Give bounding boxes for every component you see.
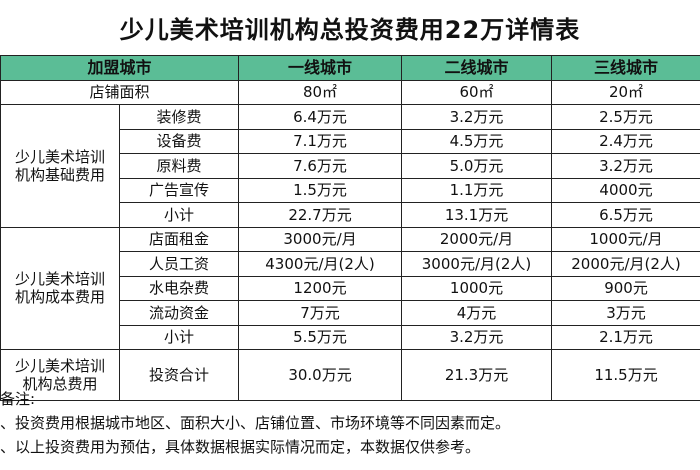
cell: 4300元/月(2人) [238, 251, 403, 277]
cell: 80㎡ [238, 79, 403, 105]
row-label: 人员工资 [118, 251, 240, 277]
cell: 2.4万元 [551, 128, 700, 154]
table-row: 原料费 7.6万元 5.0万元 3.2万元 [1, 153, 700, 179]
table-row: 广告宣传 1.5万元 1.1万元 4000元 [1, 177, 700, 203]
row-label: 小计 [118, 202, 240, 228]
row-label: 原料费 [118, 153, 240, 179]
cell: 4万元 [401, 300, 553, 326]
header-tier2: 二线城市 [401, 55, 553, 81]
header-tier3: 三线城市 [551, 55, 700, 81]
row-label: 水电杂费 [118, 275, 240, 301]
cell: 4000元 [551, 177, 700, 203]
cell: 60㎡ [401, 79, 553, 105]
cell: 3.2万元 [401, 104, 553, 130]
cell: 5.0万元 [401, 153, 553, 179]
cell: 20㎡ [551, 79, 700, 105]
cell: 1.1万元 [401, 177, 553, 203]
row-label: 广告宣传 [118, 177, 240, 203]
table-row: 小计 5.5万元 3.2万元 2.1万元 [1, 324, 700, 350]
header-row: 加盟城市 一线城市 二线城市 三线城市 [0, 55, 700, 81]
cell: 2000元/月(2人) [551, 251, 700, 277]
cell: 7.6万元 [238, 153, 403, 179]
cell: 4.5万元 [401, 128, 553, 154]
table-row: 少儿美术培训 机构总费用 投资合计 30.0万元 21.3万元 11.5万元 [0, 349, 700, 401]
cell: 3万元 [551, 300, 700, 326]
cell: 6.4万元 [238, 104, 403, 130]
cell: 5.5万元 [238, 324, 403, 350]
group-label-cost: 少儿美术培训 机构成本费用 [0, 226, 120, 350]
table-row: 设备费 7.1万元 4.5万元 2.4万元 [1, 128, 700, 154]
cell: 3000元/月 [238, 226, 403, 252]
row-label: 小计 [118, 324, 240, 350]
note-line: 、以上投资费用为预估，具体数据根据实际情况而定，本数据仅供参考。 [0, 438, 481, 456]
cell: 1.5万元 [238, 177, 403, 203]
table-row: 少儿美术培训 机构成本费用 店面租金 3000元/月 2000元/月 1000元/… [0, 226, 700, 350]
row-label: 店面租金 [118, 226, 240, 252]
table-row: 小计 22.7万元 13.1万元 6.5万元 [1, 202, 700, 228]
table-row: 人员工资 4300元/月(2人) 3000元/月(2人) 2000元/月(2人) [1, 251, 700, 277]
row-label: 流动资金 [118, 300, 240, 326]
cell: 7.1万元 [238, 128, 403, 154]
cell: 6.5万元 [551, 202, 700, 228]
row-label: 装修费 [118, 104, 240, 130]
cell: 22.7万元 [238, 202, 403, 228]
table-row: 流动资金 7万元 4万元 3万元 [1, 300, 700, 326]
cell: 3.2万元 [401, 324, 553, 350]
cell: 3000元/月(2人) [401, 251, 553, 277]
header-city-label: 加盟城市 [0, 55, 240, 81]
cell: 2000元/月 [401, 226, 553, 252]
row-label: 投资合计 [118, 349, 240, 401]
notes-section: 备注: 、投资费用根据城市地区、面积大小、店铺位置、市场环境等不同因素而定。 、… [0, 387, 700, 459]
group-label-basic: 少儿美术培训 机构基础费用 [0, 104, 120, 228]
row-label: 店铺面积 [0, 79, 240, 105]
table-row: 水电杂费 1200元 1000元 900元 [1, 275, 700, 301]
cell: 3.2万元 [551, 153, 700, 179]
cell: 2.5万元 [551, 104, 700, 130]
note-line: 、投资费用根据城市地区、面积大小、店铺位置、市场环境等不同因素而定。 [0, 414, 511, 432]
cell: 1000元/月 [551, 226, 700, 252]
table-title: 少儿美术培训机构总投资费用22万详情表 [119, 16, 581, 44]
cost-table: 加盟城市 一线城市 二线城市 三线城市 店铺面积 80㎡ 60㎡ 20㎡ 少儿美… [0, 55, 700, 401]
cell: 21.3万元 [401, 349, 553, 401]
header-tier1: 一线城市 [238, 55, 403, 81]
cell: 11.5万元 [551, 349, 700, 401]
row-label: 设备费 [118, 128, 240, 154]
cell: 1000元 [401, 275, 553, 301]
cell: 13.1万元 [401, 202, 553, 228]
notes-heading: 备注: [0, 390, 36, 408]
group-label-total: 少儿美术培训 机构总费用 [0, 349, 120, 401]
cell: 900元 [551, 275, 700, 301]
cell: 7万元 [238, 300, 403, 326]
cell: 1200元 [238, 275, 403, 301]
table-row: 少儿美术培训 机构基础费用 装修费 6.4万元 3.2万元 2.5万元 [0, 104, 700, 228]
cell: 30.0万元 [238, 349, 403, 401]
table-row: 店铺面积 80㎡ 60㎡ 20㎡ [0, 79, 700, 105]
cell: 2.1万元 [551, 324, 700, 350]
